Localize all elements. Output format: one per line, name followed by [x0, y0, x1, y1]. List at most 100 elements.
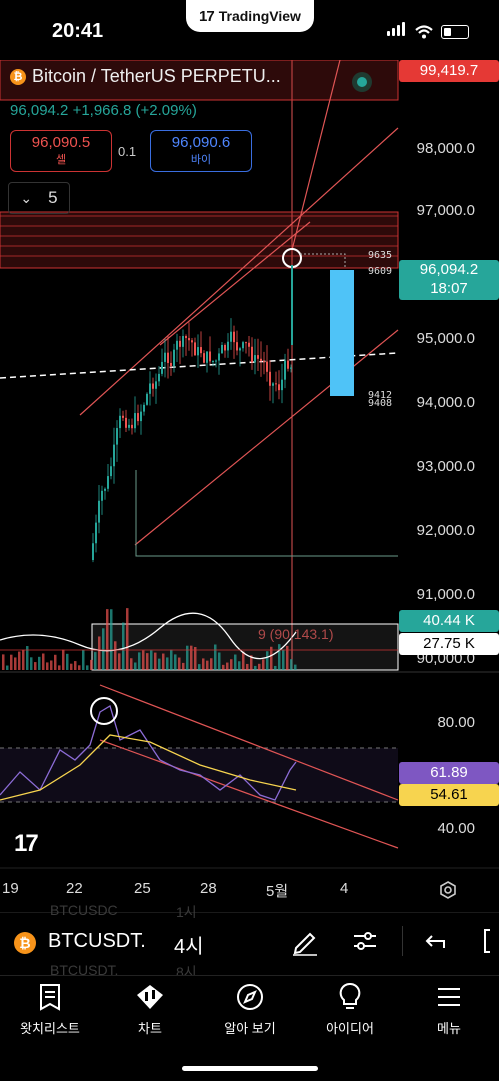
volume-bar — [250, 655, 253, 670]
price-chart[interactable] — [0, 60, 499, 910]
tab-label: 차트 — [138, 1021, 162, 1036]
volume-bar — [246, 663, 249, 670]
candle-body — [143, 404, 145, 412]
candle-body — [257, 355, 259, 359]
candle-body — [206, 351, 208, 363]
candle-body — [215, 360, 217, 362]
symbol-title[interactable]: ₿ Bitcoin / TetherUS PERPETU... — [10, 66, 281, 87]
candle-body — [158, 373, 160, 382]
candle-body — [113, 444, 115, 467]
volume-bar — [294, 664, 297, 670]
candle-body — [248, 342, 250, 347]
home-indicator — [182, 1066, 318, 1071]
candle-body — [239, 348, 241, 351]
volume-bar — [98, 636, 101, 670]
symbol-search-button[interactable]: BTCUSDT. — [48, 930, 146, 952]
rsi-value-tag: 61.89 — [399, 762, 499, 784]
battery-icon — [441, 24, 469, 39]
candle-body — [197, 347, 199, 356]
candle-body — [263, 360, 265, 362]
price-axis-label: 93,000.0 — [416, 458, 475, 475]
tab-chart[interactable]: 차트 — [100, 982, 200, 1037]
tab-watchlist[interactable]: 왓치리스트 — [0, 982, 100, 1037]
candle-body — [101, 490, 103, 501]
volume-bar — [82, 649, 85, 670]
volume-bar — [26, 646, 29, 670]
volume-ma-tag: 27.75 K — [399, 633, 499, 655]
candle-body — [182, 336, 184, 347]
symbol-name: Bitcoin / TetherUS PERPETU... — [32, 66, 281, 86]
candle-body — [116, 428, 118, 445]
chart-settings-icon[interactable] — [438, 880, 458, 900]
drawing-tools-icon[interactable] — [290, 926, 320, 956]
trend-line — [291, 60, 341, 251]
fullscreen-icon[interactable] — [480, 926, 499, 956]
channel-line — [134, 329, 399, 546]
tab-label: 메뉴 — [437, 1021, 461, 1036]
indicator-count: 5 — [48, 188, 58, 207]
tab-menu[interactable]: 메뉴 — [399, 982, 499, 1037]
volume-bar — [274, 665, 277, 670]
volume-bar — [230, 659, 233, 670]
indicators-icon[interactable] — [350, 926, 380, 956]
price-axis-label: 94,000.0 — [416, 394, 475, 411]
candle-body — [200, 347, 202, 354]
tab-ideas[interactable]: 아이디어 — [300, 982, 400, 1037]
candle-body — [266, 361, 268, 372]
candle-body — [122, 415, 124, 418]
candle-body — [167, 352, 169, 363]
volume-bar — [242, 651, 245, 670]
volume-bar — [46, 662, 49, 670]
candle-body — [233, 331, 235, 343]
tab-explore[interactable]: 알아 보기 — [200, 982, 300, 1037]
buy-label: 바이 — [190, 154, 212, 166]
volume-bar — [238, 661, 241, 670]
bitcoin-icon: ₿ — [14, 932, 36, 954]
volume-bar — [150, 650, 153, 670]
buy-button[interactable]: 96,090.6 바이 — [150, 130, 252, 172]
candle-body — [125, 417, 127, 428]
volume-bar — [254, 665, 257, 670]
volume-bar — [186, 645, 189, 670]
market-open-indicator-icon[interactable] — [352, 72, 372, 92]
status-time: 20:41 — [52, 20, 104, 42]
buy-price: 96,090.6 — [171, 134, 231, 151]
volume-bar — [286, 645, 289, 670]
candle-body — [203, 353, 205, 363]
candle-body — [242, 342, 244, 349]
candle-body — [278, 384, 280, 391]
rsi-ma-tag: 54.61 — [399, 784, 499, 806]
candle-body — [164, 352, 166, 362]
volume-bar — [18, 651, 21, 670]
volume-bar — [78, 665, 81, 670]
volume-bar — [30, 657, 33, 670]
candle-body — [140, 411, 142, 422]
chart-icon — [137, 985, 163, 1009]
volume-bar — [22, 649, 25, 670]
tradingview-banner[interactable]: 17 TradingView — [186, 0, 314, 32]
resistance-zone — [0, 211, 399, 269]
channel-line — [79, 127, 399, 416]
level-label: 9635 — [368, 250, 393, 261]
volume-bar — [118, 653, 121, 670]
volume-bar — [42, 653, 45, 670]
chevron-down-icon: ⌄ — [20, 189, 33, 206]
ghost-ticker: BTCUSDT. — [50, 962, 119, 978]
volume-bar — [102, 628, 105, 670]
rsi-trend-line — [99, 739, 399, 849]
candle-body — [275, 383, 277, 385]
alert-price-tag: 99,419.7 — [399, 60, 499, 82]
candle-body — [281, 379, 283, 391]
interval-button[interactable]: 4시 — [174, 936, 204, 958]
sell-button[interactable]: 96,090.5 셀 — [10, 130, 112, 172]
time-axis-label: 5월 — [266, 883, 289, 900]
volume-bar — [62, 649, 65, 670]
candle-body — [155, 381, 157, 389]
volume-bar — [226, 662, 229, 670]
undo-icon[interactable] — [424, 930, 448, 954]
indicator-collapse-toggle[interactable]: ⌄ 5 — [8, 182, 70, 214]
volume-bar — [290, 659, 293, 670]
candle-body — [152, 383, 154, 389]
bottom-tab-bar — [0, 975, 499, 1081]
tradingview-watermark-icon: 17 — [14, 830, 39, 857]
